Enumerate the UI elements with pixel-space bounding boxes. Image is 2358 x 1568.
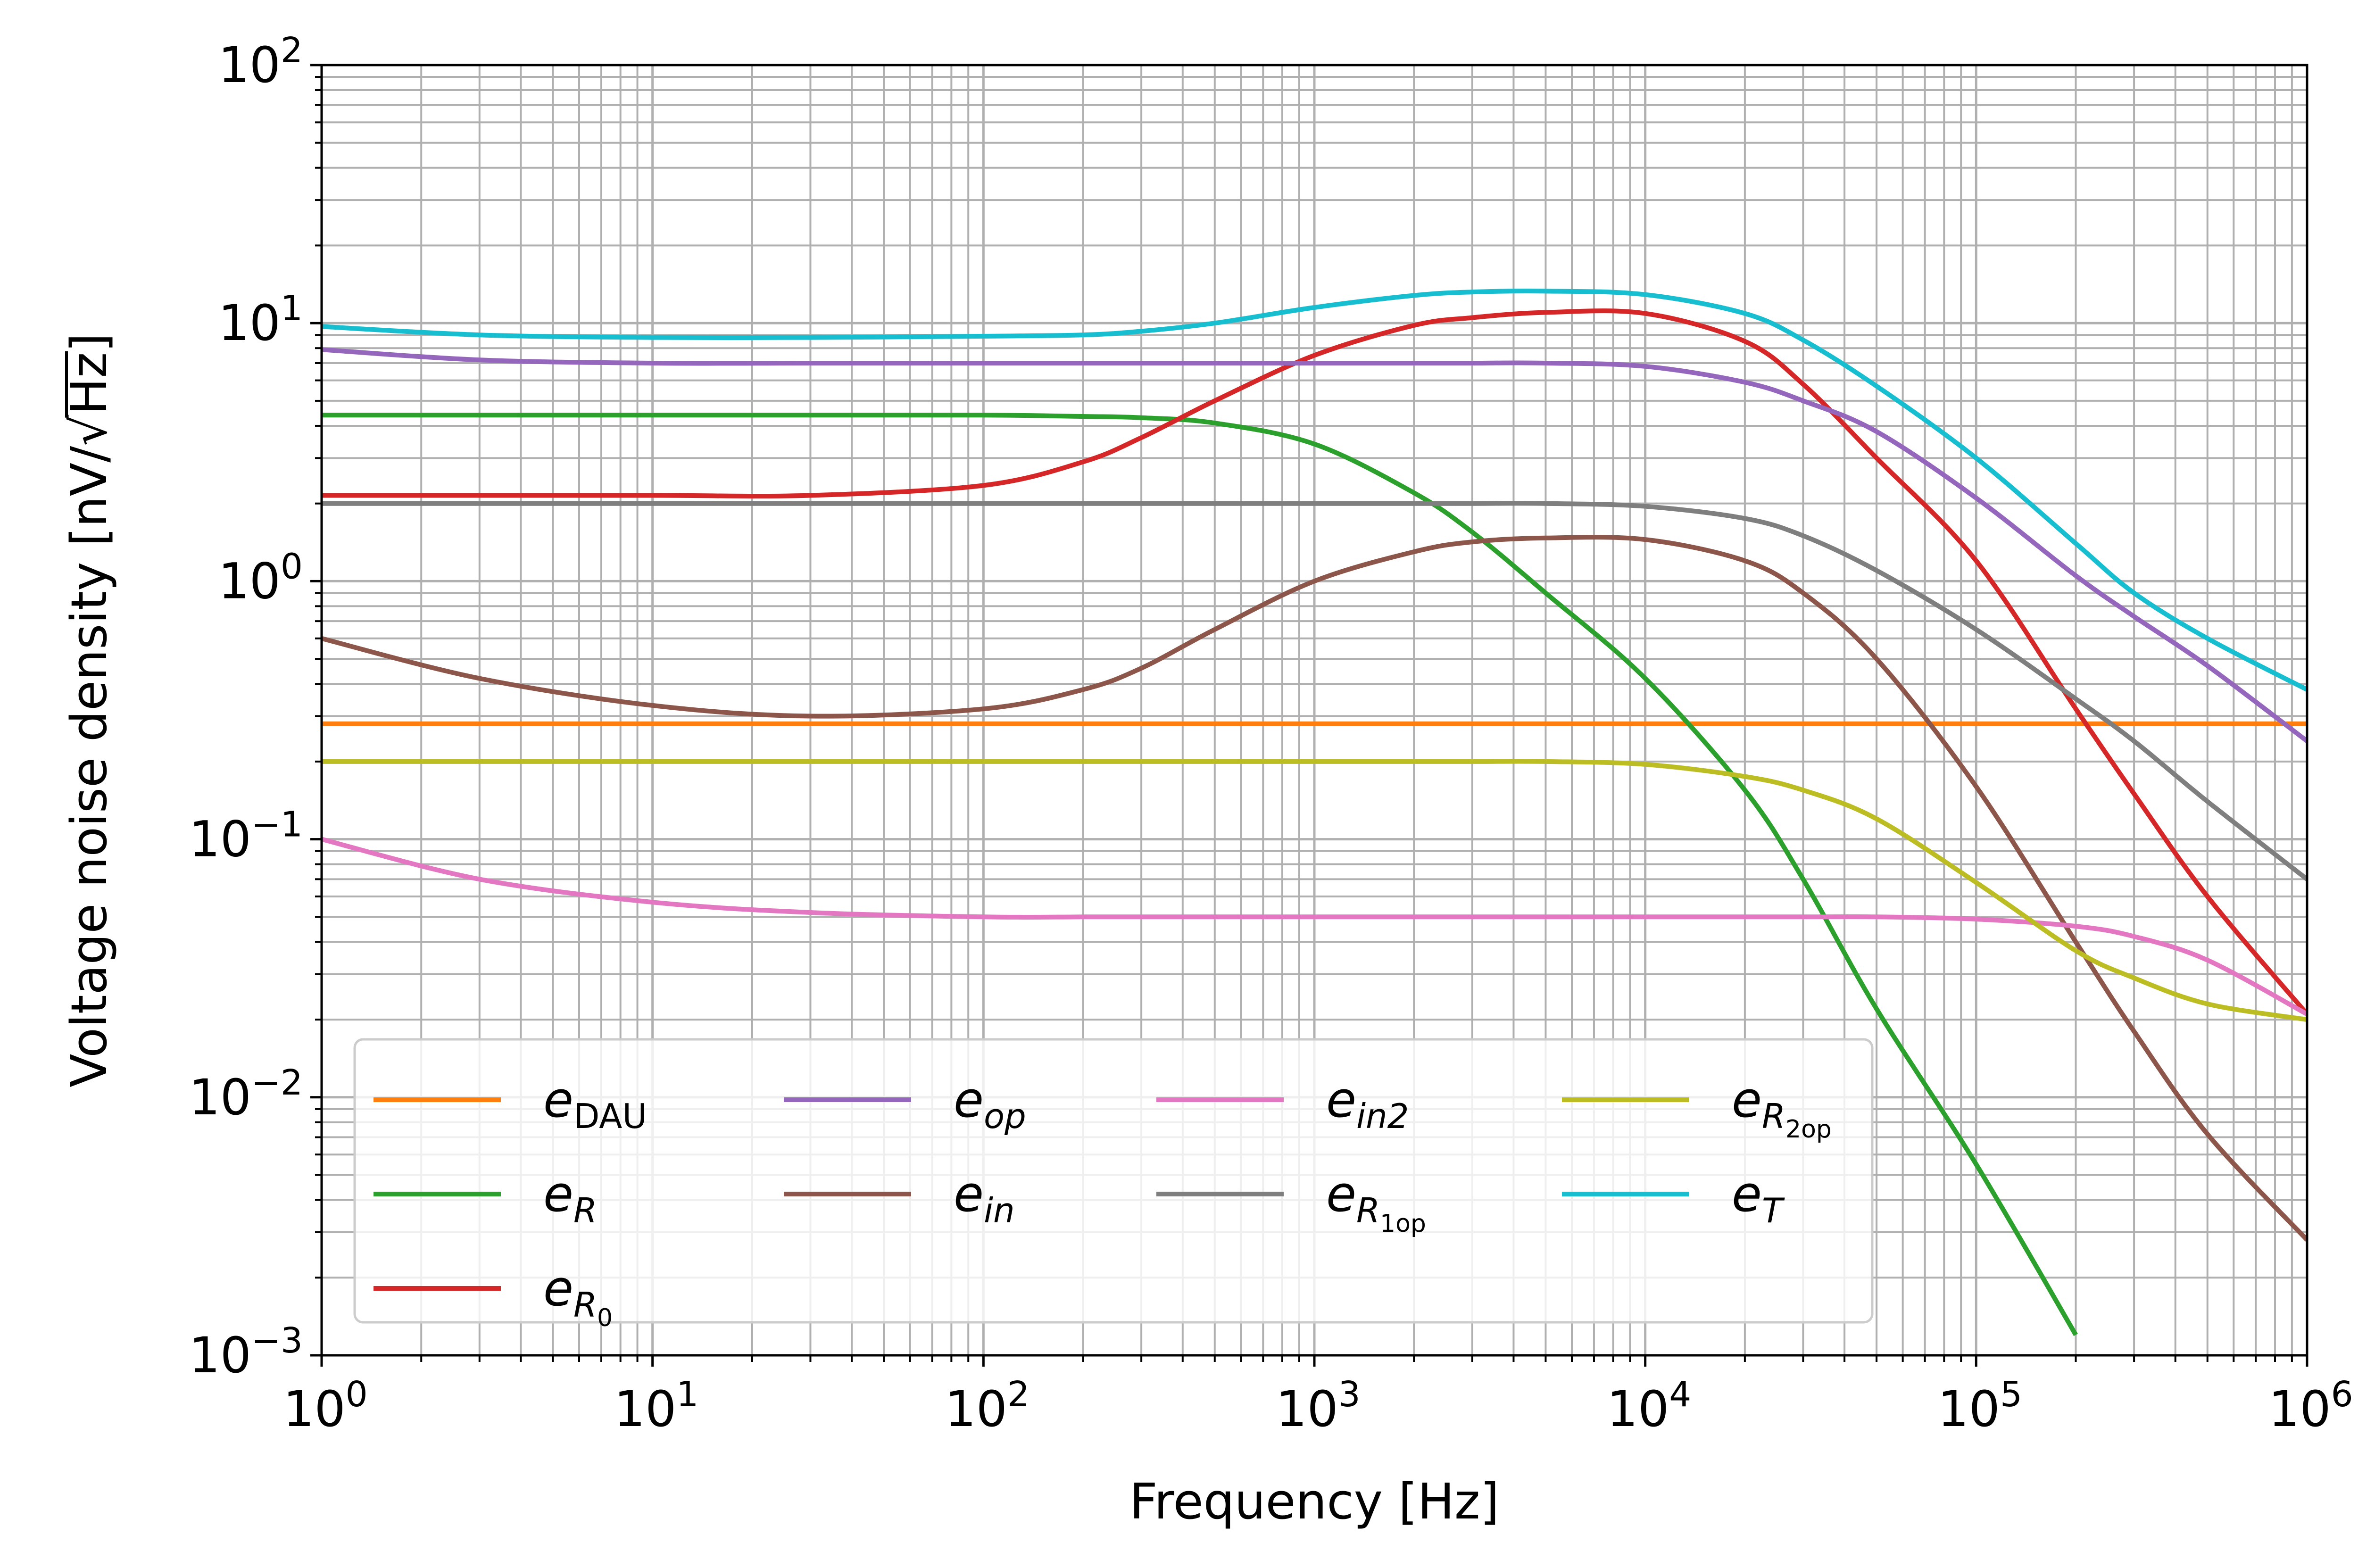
y-tick-label: 10−2 — [189, 1062, 303, 1126]
series-line-et — [322, 289, 2307, 692]
legend-label-subscript: DAU — [573, 1096, 647, 1136]
tick-exponent: 0 — [281, 546, 303, 587]
tick-exponent: 4 — [1669, 1374, 1691, 1415]
tick-exponent: −2 — [251, 1062, 303, 1103]
y-tick-label: 100 — [218, 546, 303, 610]
legend-entry-et: eT — [1562, 1165, 1785, 1230]
legend-label-er: eR — [543, 1165, 597, 1230]
sqrt-symbol: √ — [60, 415, 118, 446]
series-line-ein2 — [322, 837, 2307, 1016]
tick-exponent: 3 — [1338, 1374, 1361, 1415]
tick-base: 10 — [614, 1380, 676, 1438]
x-tick-label: 102 — [945, 1374, 1030, 1438]
legend-label-subscript: in — [984, 1191, 1015, 1230]
tick-exponent: 0 — [346, 1374, 368, 1415]
series-line-eop — [322, 347, 2307, 743]
x-tick-label: 104 — [1607, 1374, 1691, 1438]
tick-exponent: −1 — [251, 805, 303, 845]
x-tick-label: 103 — [1276, 1374, 1360, 1438]
legend-label-main: e — [543, 1165, 573, 1223]
y-axis-label-radicand: Hz — [60, 352, 118, 415]
legend-entry-er2op: eR2op — [1562, 1071, 1832, 1144]
series-line-er2op — [322, 759, 2307, 1022]
legend-label-et: eT — [1732, 1165, 1785, 1230]
legend-entry-eop: eop — [784, 1071, 1026, 1136]
y-axis-label-prefix: Voltage noise density [nV/ — [60, 446, 118, 1087]
x-tick-label: 105 — [1938, 1374, 2022, 1438]
series-line-er1op — [322, 501, 2307, 881]
tick-base: 10 — [218, 552, 281, 610]
legend-label-edau: eDAU — [543, 1071, 647, 1136]
legend-box — [353, 1038, 1874, 1324]
legend-label-subsubscript: 2op — [1785, 1115, 1832, 1144]
tick-base: 10 — [189, 1327, 251, 1384]
x-tick-label: 100 — [283, 1374, 367, 1438]
legend-label-eop: eop — [954, 1071, 1026, 1136]
legend-entry-ein: ein — [784, 1165, 1015, 1230]
legend-label-main: e — [543, 1071, 573, 1128]
tick-base: 10 — [2268, 1380, 2331, 1438]
legend-label-subscript: R — [573, 1285, 597, 1325]
tick-exponent: 1 — [281, 288, 303, 329]
svg-text:Voltage noise density [nV/√Hz]: Voltage noise density [nV/√Hz] — [60, 333, 118, 1087]
legend-label-subsubscript: 0 — [597, 1304, 613, 1332]
legend-label-ein: ein — [954, 1165, 1015, 1230]
legend-entry-ein2: ein2 — [1156, 1071, 1409, 1136]
tick-exponent: 6 — [2331, 1374, 2353, 1415]
legend-entry-er1op: eR1op — [1156, 1165, 1426, 1238]
tick-exponent: −3 — [251, 1320, 303, 1361]
legend-entry-er0: eR0 — [374, 1260, 613, 1332]
x-tick-labels: 100 101 102 103 104 105 106 — [283, 1374, 2353, 1438]
series-lines — [322, 289, 2307, 1336]
legend-label-er1op: eR1op — [1326, 1165, 1426, 1238]
tick-base: 10 — [1938, 1380, 2000, 1438]
legend-label-main: e — [954, 1165, 984, 1223]
legend-label-subscript: in2 — [1356, 1096, 1409, 1136]
legend-label-main: e — [1326, 1165, 1356, 1223]
y-tick-label: 102 — [218, 30, 303, 94]
tick-base: 10 — [189, 1069, 251, 1126]
legend-label-subscript: T — [1762, 1191, 1785, 1230]
y-tick-label: 10−1 — [189, 805, 303, 868]
y-tick-label: 10−3 — [189, 1320, 303, 1384]
legend-label-ein2: ein2 — [1326, 1071, 1409, 1136]
tick-base: 10 — [1276, 1380, 1338, 1438]
legend-label-subsubscript: 1op — [1380, 1210, 1426, 1238]
legend-label-main: e — [1732, 1071, 1762, 1128]
x-tick-label: 101 — [614, 1374, 698, 1438]
y-axis-label: Voltage noise density [nV/√Hz] — [60, 333, 118, 1087]
tick-base: 10 — [1607, 1380, 1669, 1438]
legend-label-main: e — [543, 1260, 573, 1317]
legend-label-subscript: R — [1356, 1191, 1380, 1230]
legend-entry-er: eR — [374, 1165, 597, 1230]
legend-label-er2op: eR2op — [1732, 1071, 1832, 1144]
legend-entry-edau: eDAU — [374, 1071, 647, 1136]
y-tick-label: 101 — [218, 288, 303, 352]
tick-exponent: 1 — [676, 1374, 698, 1415]
legend-label-subscript: op — [984, 1096, 1026, 1136]
legend-label-subscript: R — [573, 1191, 597, 1230]
legend-label-main: e — [954, 1071, 984, 1128]
tick-base: 10 — [189, 811, 251, 868]
legend-label-subscript: R — [1762, 1096, 1785, 1136]
tick-base: 10 — [218, 294, 281, 352]
legend-label-main: e — [1732, 1165, 1762, 1223]
tick-exponent: 2 — [281, 30, 303, 71]
tick-exponent: 2 — [1007, 1374, 1030, 1415]
tick-exponent: 5 — [2000, 1374, 2022, 1415]
legend-label-main: e — [1326, 1071, 1356, 1128]
x-tick-label: 106 — [2268, 1374, 2353, 1438]
series-line-er — [322, 413, 2078, 1336]
legend-label-er0: eR0 — [543, 1260, 613, 1332]
tick-base: 10 — [283, 1380, 345, 1438]
plot-frame — [320, 64, 2308, 1357]
tick-base: 10 — [945, 1380, 1007, 1438]
x-axis-label: Frequency [Hz] — [1129, 1473, 1499, 1530]
y-axis-label-suffix: ] — [60, 333, 118, 352]
tick-base: 10 — [218, 36, 281, 94]
